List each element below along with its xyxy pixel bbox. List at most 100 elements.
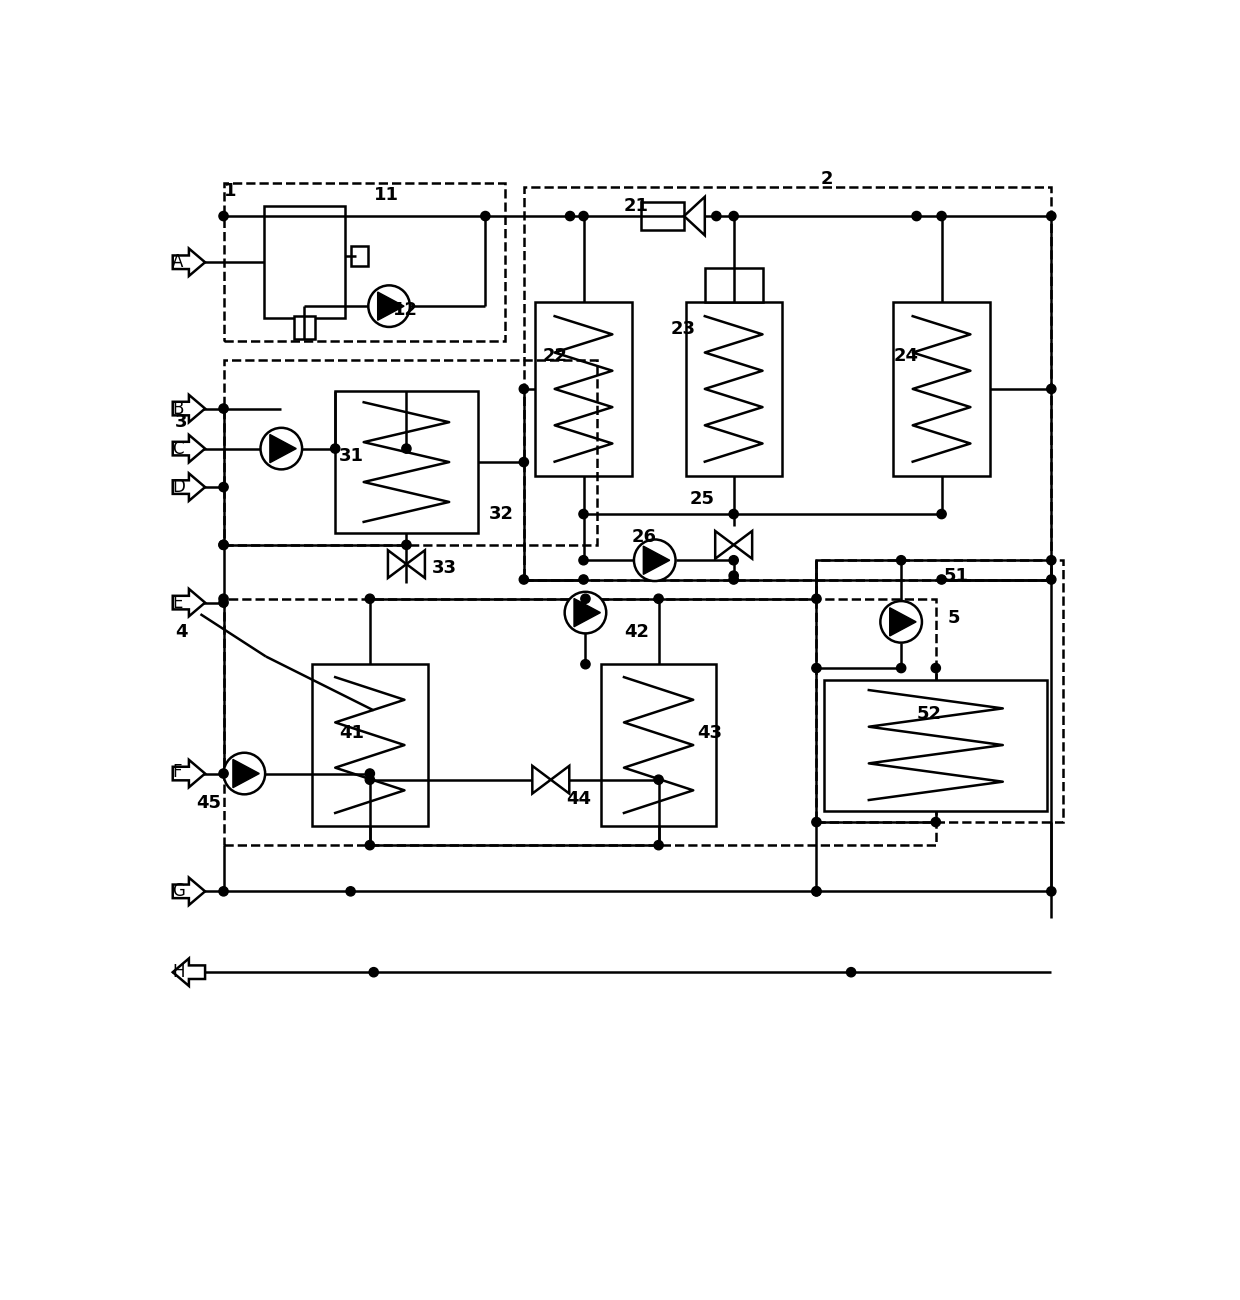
Circle shape — [897, 555, 905, 566]
Circle shape — [729, 212, 738, 221]
Circle shape — [402, 445, 410, 454]
Circle shape — [260, 428, 303, 469]
Circle shape — [346, 887, 355, 896]
Text: 25: 25 — [689, 490, 714, 507]
Bar — [223, 599, 936, 845]
Text: 51: 51 — [944, 567, 968, 585]
Circle shape — [729, 510, 738, 519]
Circle shape — [366, 841, 374, 850]
Text: C: C — [172, 439, 184, 458]
Bar — [351, 246, 368, 266]
Circle shape — [579, 510, 588, 519]
Circle shape — [219, 404, 228, 413]
Text: 11: 11 — [373, 186, 399, 204]
Polygon shape — [172, 759, 205, 788]
Polygon shape — [684, 196, 704, 235]
Polygon shape — [172, 436, 205, 463]
Text: 41: 41 — [339, 724, 365, 742]
Circle shape — [653, 841, 663, 850]
Text: 23: 23 — [670, 320, 696, 338]
Text: 21: 21 — [624, 198, 649, 214]
Bar — [641, 203, 684, 230]
Text: 31: 31 — [339, 447, 365, 465]
Circle shape — [579, 555, 588, 566]
Circle shape — [1047, 212, 1056, 221]
Circle shape — [911, 212, 921, 221]
Bar — [816, 560, 1063, 822]
Polygon shape — [551, 766, 569, 793]
Circle shape — [520, 458, 528, 467]
Circle shape — [520, 385, 528, 394]
Text: B: B — [172, 399, 184, 417]
Bar — [264, 205, 345, 317]
Circle shape — [219, 768, 228, 779]
Circle shape — [520, 575, 528, 584]
Polygon shape — [407, 550, 425, 578]
Circle shape — [579, 575, 588, 584]
Circle shape — [219, 212, 228, 221]
Circle shape — [580, 659, 590, 668]
Circle shape — [565, 212, 574, 221]
Text: F: F — [172, 763, 181, 781]
Circle shape — [812, 663, 821, 672]
Text: 32: 32 — [490, 506, 515, 523]
Circle shape — [331, 445, 340, 454]
Polygon shape — [715, 530, 734, 559]
Circle shape — [1047, 555, 1056, 566]
Text: 33: 33 — [432, 559, 456, 577]
Text: 22: 22 — [543, 347, 568, 365]
Text: 52: 52 — [916, 705, 941, 723]
Polygon shape — [644, 546, 670, 575]
Bar — [686, 303, 781, 476]
Bar — [894, 303, 990, 476]
Bar — [294, 316, 315, 339]
Circle shape — [812, 594, 821, 603]
Circle shape — [729, 555, 738, 566]
Circle shape — [712, 212, 720, 221]
Circle shape — [219, 541, 228, 550]
Circle shape — [847, 967, 856, 976]
Polygon shape — [378, 292, 404, 320]
Bar — [335, 391, 477, 533]
Circle shape — [634, 540, 676, 581]
Text: 4: 4 — [175, 623, 187, 641]
Circle shape — [812, 887, 821, 896]
Circle shape — [370, 967, 378, 976]
Text: 43: 43 — [697, 724, 722, 742]
Circle shape — [653, 594, 663, 603]
Circle shape — [880, 601, 921, 642]
Circle shape — [481, 212, 490, 221]
Bar — [536, 303, 631, 476]
Text: 24: 24 — [894, 347, 919, 365]
Circle shape — [223, 753, 265, 794]
Text: 45: 45 — [197, 794, 222, 811]
Polygon shape — [172, 958, 205, 985]
Circle shape — [219, 541, 228, 550]
Text: 1: 1 — [223, 182, 236, 200]
Polygon shape — [574, 598, 600, 627]
Circle shape — [1047, 575, 1056, 584]
Circle shape — [729, 575, 738, 584]
Polygon shape — [270, 434, 296, 463]
Polygon shape — [172, 395, 205, 422]
Polygon shape — [172, 248, 205, 276]
Text: 42: 42 — [624, 623, 649, 641]
Circle shape — [937, 212, 946, 221]
Circle shape — [219, 594, 228, 603]
Polygon shape — [172, 473, 205, 500]
Circle shape — [931, 818, 940, 827]
Circle shape — [812, 818, 821, 827]
Circle shape — [937, 575, 946, 584]
Circle shape — [653, 775, 663, 784]
Bar — [312, 664, 428, 826]
Circle shape — [219, 887, 228, 896]
Text: H: H — [172, 963, 185, 982]
Polygon shape — [233, 759, 259, 788]
Polygon shape — [172, 589, 205, 616]
Circle shape — [219, 482, 228, 491]
Circle shape — [366, 594, 374, 603]
Text: 3: 3 — [175, 412, 187, 430]
Text: 26: 26 — [631, 528, 657, 546]
Bar — [523, 187, 1052, 580]
Circle shape — [366, 768, 374, 779]
